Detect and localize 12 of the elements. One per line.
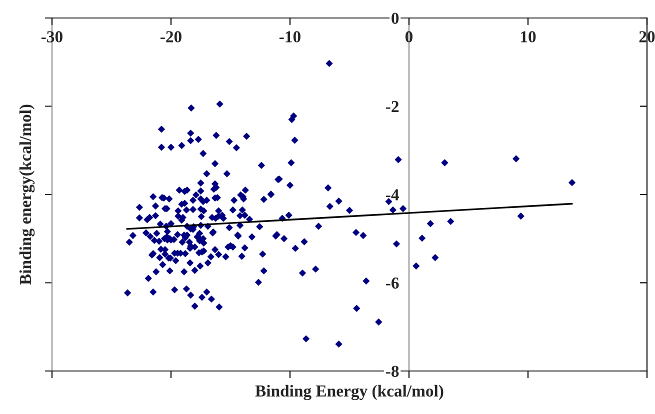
x-tick-label: -20 [160, 31, 182, 42]
y-axis-title: Binding energy(kcal/mol) [19, 104, 35, 285]
x-tick-label: -10 [280, 31, 300, 42]
x-tick-label: -30 [42, 31, 62, 42]
y-tick-label: -8 [386, 366, 399, 377]
y-tick-label: 0 [392, 12, 399, 24]
y-tick-label: -2 [386, 100, 399, 112]
x-axis-title: Binding Energy (kcal/mol) [255, 384, 444, 400]
x-tick-label: 10 [521, 31, 536, 42]
y-tick-label: -4 [386, 189, 399, 200]
y-tick-label: -6 [386, 277, 399, 289]
x-tick-label: 0 [405, 31, 413, 42]
